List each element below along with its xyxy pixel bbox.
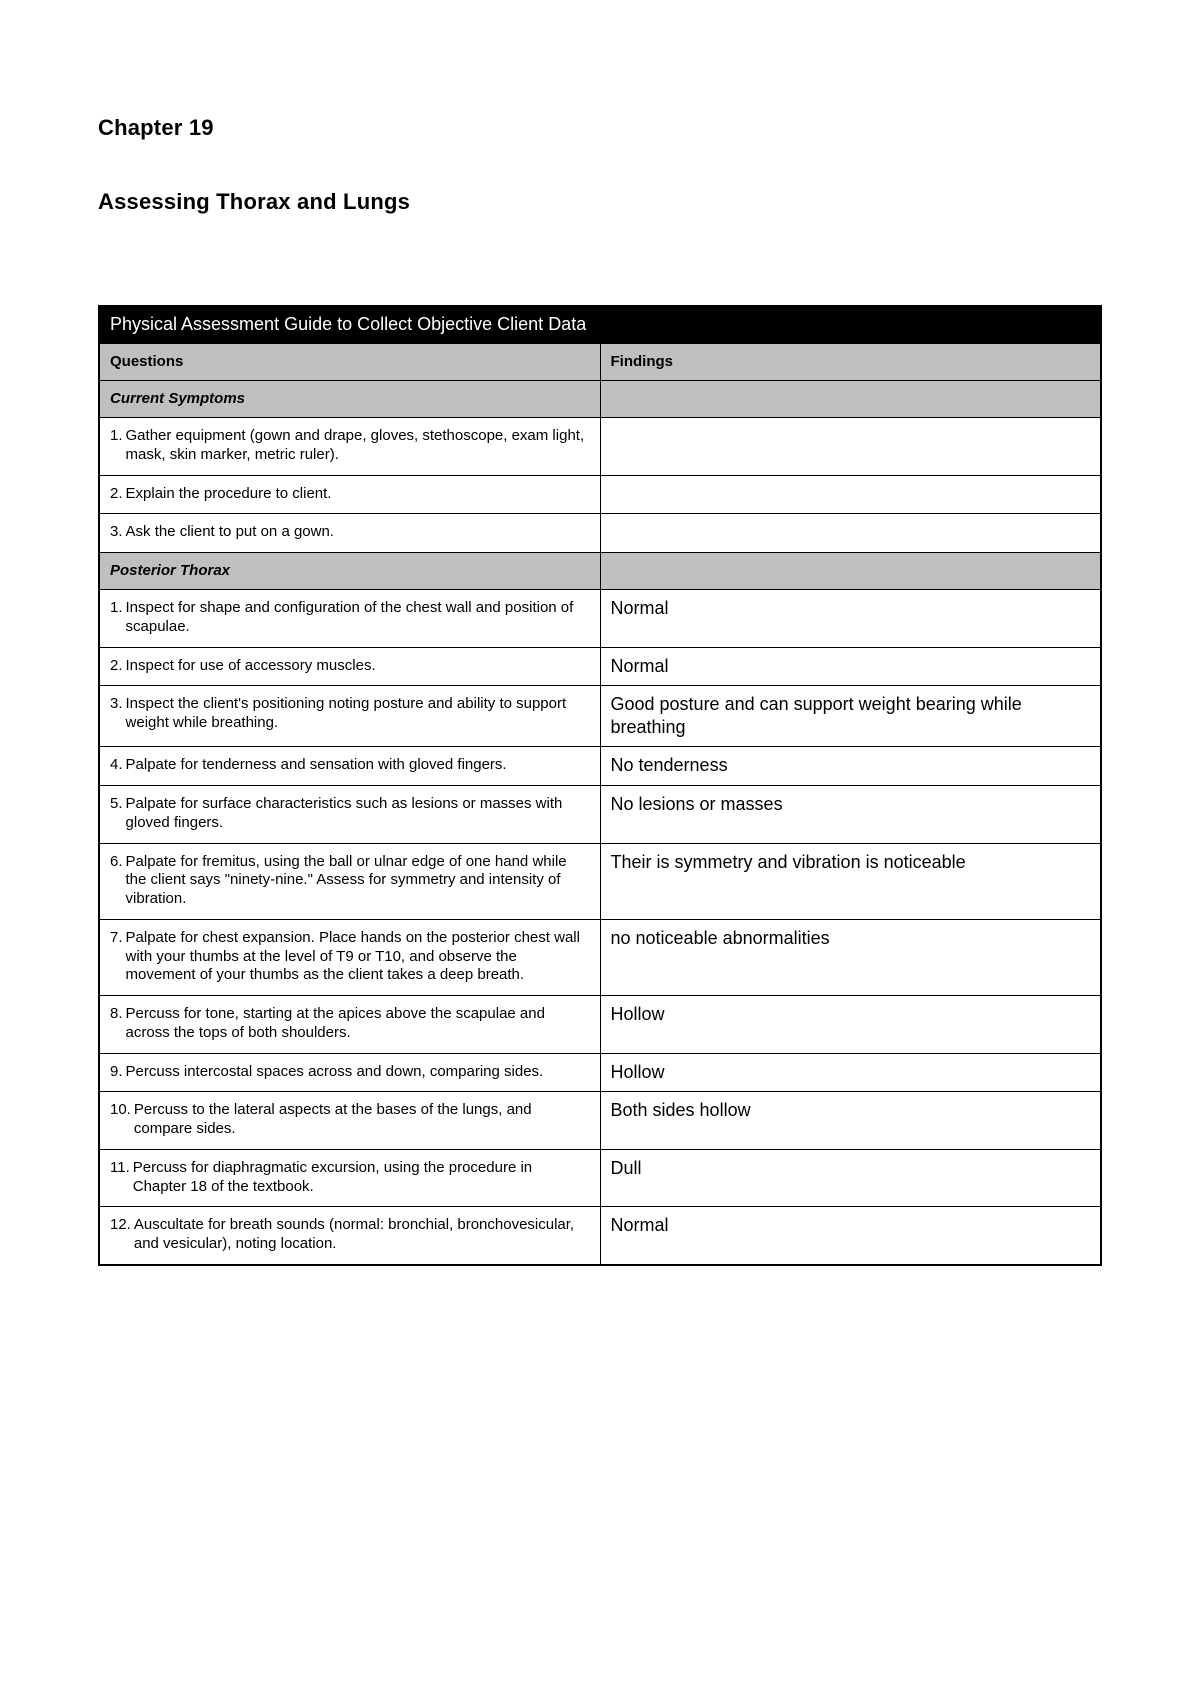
question-number: 3. [110, 523, 126, 542]
finding-cell: No tenderness [600, 747, 1101, 786]
question-cell: 4.Palpate for tenderness and sensation w… [99, 747, 600, 786]
finding-cell: Hollow [600, 1053, 1101, 1092]
table-row: 1.Inspect for shape and configuration of… [99, 590, 1101, 648]
question-cell: 2.Explain the procedure to client. [99, 475, 600, 514]
page-title: Assessing Thorax and Lungs [98, 189, 1102, 215]
finding-cell: Normal [600, 590, 1101, 648]
question-text: Inspect for shape and configuration of t… [126, 599, 590, 637]
assessment-table: Physical Assessment Guide to Collect Obj… [98, 305, 1102, 1266]
question-cell: 5.Palpate for surface characteristics su… [99, 786, 600, 844]
column-header-row: Questions Findings [99, 344, 1101, 381]
question-text: Inspect for use of accessory muscles. [126, 657, 376, 676]
question-cell: 3.Ask the client to put on a gown. [99, 514, 600, 553]
question-number: 3. [110, 695, 126, 733]
question-number: 10. [110, 1101, 134, 1139]
question-text: Gather equipment (gown and drape, gloves… [126, 427, 590, 465]
question-number: 1. [110, 599, 126, 637]
finding-cell: Both sides hollow [600, 1092, 1101, 1150]
question-number: 4. [110, 756, 126, 775]
finding-cell [600, 475, 1101, 514]
section-header-row: Posterior Thorax [99, 553, 1101, 590]
table-row: 2.Inspect for use of accessory muscles.N… [99, 647, 1101, 686]
question-text: Percuss for tone, starting at the apices… [126, 1005, 590, 1043]
col-findings: Findings [600, 344, 1101, 381]
question-cell: 1.Inspect for shape and configuration of… [99, 590, 600, 648]
question-number: 7. [110, 929, 126, 985]
table-row: 8.Percuss for tone, starting at the apic… [99, 996, 1101, 1054]
finding-cell: Hollow [600, 996, 1101, 1054]
question-cell: 8.Percuss for tone, starting at the apic… [99, 996, 600, 1054]
question-text: Palpate for tenderness and sensation wit… [126, 756, 507, 775]
table-row: 3.Ask the client to put on a gown. [99, 514, 1101, 553]
question-cell: 2.Inspect for use of accessory muscles. [99, 647, 600, 686]
question-number: 11. [110, 1159, 133, 1197]
question-number: 9. [110, 1063, 126, 1082]
question-text: Percuss for diaphragmatic excursion, usi… [133, 1159, 590, 1197]
table-row: 10.Percuss to the lateral aspects at the… [99, 1092, 1101, 1150]
question-number: 2. [110, 657, 126, 676]
question-number: 5. [110, 795, 126, 833]
table-row: 2.Explain the procedure to client. [99, 475, 1101, 514]
question-cell: 6.Palpate for fremitus, using the ball o… [99, 843, 600, 919]
section-heading-blank [600, 381, 1101, 418]
question-cell: 3.Inspect the client's positioning notin… [99, 686, 600, 747]
table-body: Current Symptoms1.Gather equipment (gown… [99, 381, 1101, 1265]
question-number: 2. [110, 485, 126, 504]
section-heading-blank [600, 553, 1101, 590]
table-row: 1.Gather equipment (gown and drape, glov… [99, 418, 1101, 476]
question-number: 12. [110, 1216, 134, 1254]
chapter-label: Chapter 19 [98, 115, 1102, 141]
table-caption: Physical Assessment Guide to Collect Obj… [99, 306, 1101, 344]
question-number: 1. [110, 427, 126, 465]
question-cell: 12.Auscultate for breath sounds (normal:… [99, 1207, 600, 1265]
finding-cell: no noticeable abnormalities [600, 919, 1101, 995]
finding-cell: Their is symmetry and vibration is notic… [600, 843, 1101, 919]
question-text: Palpate for fremitus, using the ball or … [126, 853, 590, 909]
finding-cell: Normal [600, 647, 1101, 686]
section-header-row: Current Symptoms [99, 381, 1101, 418]
question-cell: 7.Palpate for chest expansion. Place han… [99, 919, 600, 995]
table-row: 12.Auscultate for breath sounds (normal:… [99, 1207, 1101, 1265]
question-text: Auscultate for breath sounds (normal: br… [134, 1216, 590, 1254]
table-row: 7.Palpate for chest expansion. Place han… [99, 919, 1101, 995]
finding-cell: Dull [600, 1149, 1101, 1207]
question-cell: 10.Percuss to the lateral aspects at the… [99, 1092, 600, 1150]
finding-cell: Good posture and can support weight bear… [600, 686, 1101, 747]
question-text: Percuss intercostal spaces across and do… [126, 1063, 544, 1082]
question-text: Palpate for surface characteristics such… [126, 795, 590, 833]
finding-cell: Normal [600, 1207, 1101, 1265]
question-text: Inspect the client's positioning noting … [126, 695, 590, 733]
table-row: 9.Percuss intercostal spaces across and … [99, 1053, 1101, 1092]
finding-cell [600, 514, 1101, 553]
table-row: 6.Palpate for fremitus, using the ball o… [99, 843, 1101, 919]
finding-cell [600, 418, 1101, 476]
section-heading: Posterior Thorax [99, 553, 600, 590]
finding-cell: No lesions or masses [600, 786, 1101, 844]
section-heading: Current Symptoms [99, 381, 600, 418]
page: Chapter 19 Assessing Thorax and Lungs Ph… [0, 0, 1200, 1266]
question-number: 8. [110, 1005, 126, 1043]
table-caption-row: Physical Assessment Guide to Collect Obj… [99, 306, 1101, 344]
question-cell: 1.Gather equipment (gown and drape, glov… [99, 418, 600, 476]
table-row: 3.Inspect the client's positioning notin… [99, 686, 1101, 747]
question-cell: 9.Percuss intercostal spaces across and … [99, 1053, 600, 1092]
question-cell: 11.Percuss for diaphragmatic excursion, … [99, 1149, 600, 1207]
table-row: 4.Palpate for tenderness and sensation w… [99, 747, 1101, 786]
col-questions: Questions [99, 344, 600, 381]
table-row: 5.Palpate for surface characteristics su… [99, 786, 1101, 844]
question-text: Percuss to the lateral aspects at the ba… [134, 1101, 590, 1139]
question-number: 6. [110, 853, 126, 909]
question-text: Palpate for chest expansion. Place hands… [126, 929, 590, 985]
question-text: Explain the procedure to client. [126, 485, 332, 504]
table-row: 11.Percuss for diaphragmatic excursion, … [99, 1149, 1101, 1207]
question-text: Ask the client to put on a gown. [126, 523, 334, 542]
